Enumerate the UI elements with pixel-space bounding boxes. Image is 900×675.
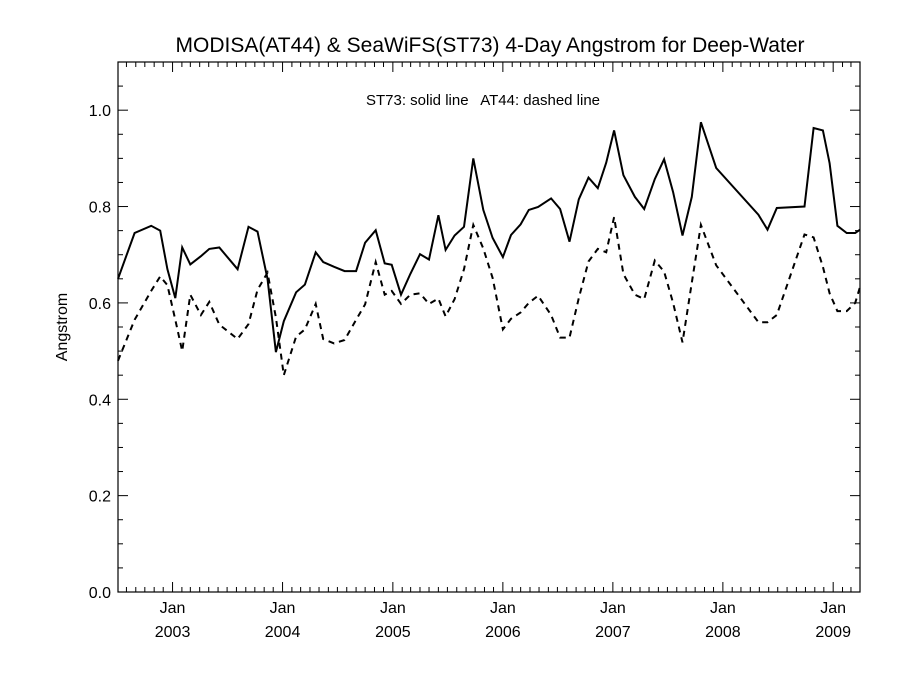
x-tick-label-month: Jan — [710, 600, 736, 617]
chart-title: MODISA(AT44) & SeaWiFS(ST73) 4-Day Angst… — [176, 34, 805, 57]
y-tick-label: 1.0 — [89, 103, 111, 120]
y-tick-label: 0.2 — [89, 489, 111, 506]
x-tick-label-month: Jan — [820, 600, 846, 617]
series-line-st73 — [117, 121, 861, 353]
axis-ticks: 0.0 0.2 0.4 0.6 0.8 1.0 Jan 2003 Jan 2004 Jan 2005 J… — [89, 61, 860, 641]
x-tick-label-year: 2008 — [705, 624, 741, 641]
y-tick-label: 0.8 — [89, 200, 111, 217]
series-line-at44 — [117, 216, 861, 376]
x-tick-label-year: 2009 — [815, 624, 851, 641]
x-tick-label-month: Jan — [270, 600, 296, 617]
x-tick-label-month: Jan — [490, 600, 516, 617]
x-tick-label-month: Jan — [600, 600, 626, 617]
x-tick-label-year: 2005 — [375, 624, 411, 641]
y-tick-label: 0.0 — [89, 585, 111, 602]
x-tick-label-year: 2004 — [265, 624, 301, 641]
x-tick-label-year: 2003 — [155, 624, 191, 641]
y-tick-label: 0.6 — [89, 296, 111, 313]
x-tick-label-month: Jan — [160, 600, 186, 617]
x-tick-label-year: 2007 — [595, 624, 631, 641]
data-series — [117, 121, 861, 376]
line-style-annotation: ST73: solid line AT44: dashed line — [366, 92, 600, 109]
y-axis-label: Angstrom — [54, 293, 71, 361]
plot-frame — [117, 61, 861, 593]
x-tick-label-year: 2006 — [485, 624, 521, 641]
x-tick-label-month: Jan — [380, 600, 406, 617]
y-tick-label: 0.4 — [89, 392, 111, 409]
